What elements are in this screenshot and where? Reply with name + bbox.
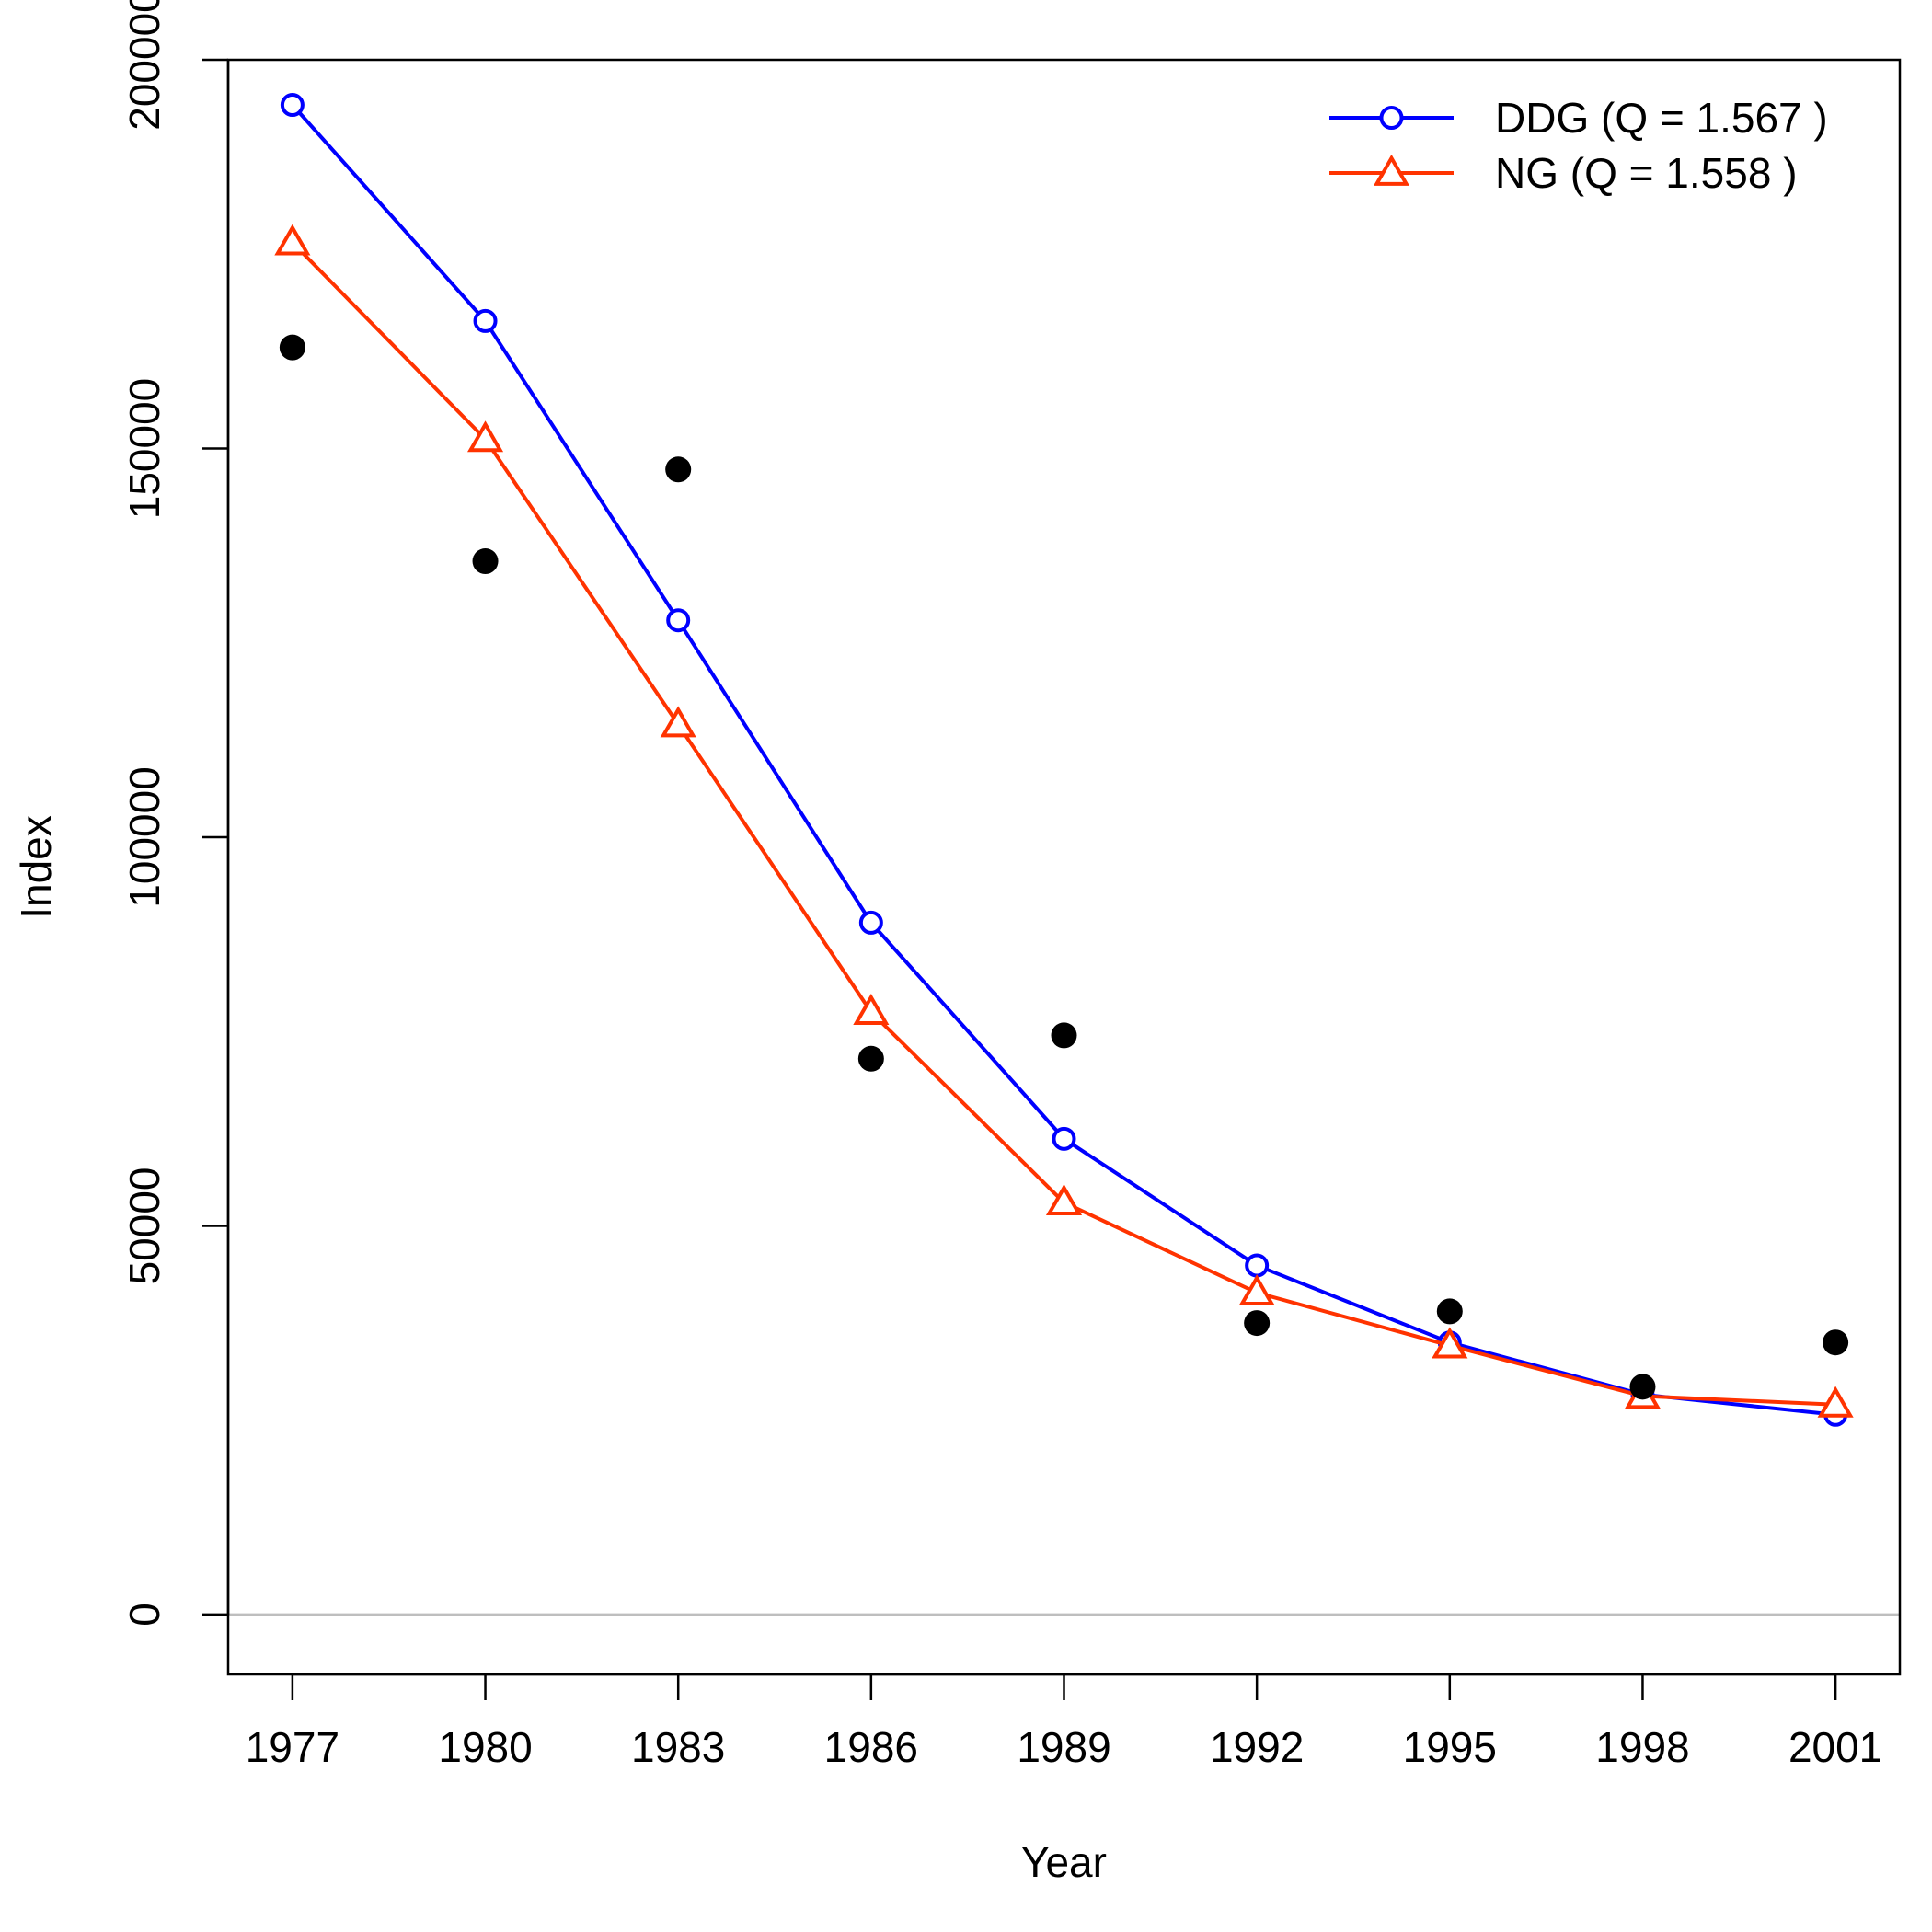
x-tick-label: 1992 xyxy=(1210,1723,1304,1771)
y-tick-label: 50000 xyxy=(121,1167,168,1284)
observed-point xyxy=(1823,1329,1849,1356)
series-ng-point xyxy=(1432,1327,1468,1359)
x-tick-label: 1995 xyxy=(1403,1723,1497,1771)
x-tick-label: 2001 xyxy=(1788,1723,1882,1771)
y-tick-label: 150000 xyxy=(121,378,168,520)
series-ng-point xyxy=(660,706,696,738)
plot-frame xyxy=(226,58,1902,1676)
observed-point xyxy=(279,334,305,361)
series-ddg-point xyxy=(858,910,883,935)
x-tick-label: 1980 xyxy=(438,1723,532,1771)
legend-marker xyxy=(1373,154,1410,186)
series-ddg-point xyxy=(473,308,498,333)
x-tick-label: 1983 xyxy=(631,1723,725,1771)
series-ng-point xyxy=(1045,1183,1083,1216)
legend-marker xyxy=(1379,106,1404,130)
x-axis-title: Year xyxy=(1021,1838,1107,1886)
legend-ddg-circle-icon xyxy=(1379,106,1404,130)
series-ng-point xyxy=(274,224,311,256)
legend: DDG (Q = 1.567 ) NG (Q = 1.558 ) xyxy=(1329,94,1828,197)
observed-point xyxy=(472,548,499,575)
x-tick-label: 1989 xyxy=(1017,1723,1110,1771)
observed-point xyxy=(665,456,692,483)
y-tick-label: 200000 xyxy=(121,0,168,131)
x-tick-label: 1977 xyxy=(246,1723,339,1771)
series-ddg-point xyxy=(280,93,305,118)
series-ng-point xyxy=(1238,1274,1275,1306)
legend-ng-label: NG (Q = 1.558 ) xyxy=(1495,149,1798,197)
observed-point xyxy=(1629,1374,1656,1400)
series-ddg-point xyxy=(1245,1253,1270,1278)
observed-point xyxy=(857,1045,884,1072)
series-ddg-point xyxy=(666,608,691,633)
series-ddg-point xyxy=(1052,1126,1076,1151)
y-tick-label: 0 xyxy=(121,1603,168,1627)
series-ng-point xyxy=(1817,1386,1854,1418)
y-axis-title: Index xyxy=(12,815,60,919)
series-ng-point xyxy=(466,420,504,453)
legend-ng-triangle-icon xyxy=(1373,154,1410,186)
y-tick-label: 100000 xyxy=(121,766,168,908)
observed-point xyxy=(1051,1022,1077,1049)
observed-points-layer xyxy=(279,334,1849,1400)
x-tick-label: 1986 xyxy=(824,1723,918,1771)
series-ng-point xyxy=(853,993,890,1025)
observed-point xyxy=(1436,1298,1463,1325)
observed-point xyxy=(1244,1310,1271,1337)
legend-ddg-label: DDG (Q = 1.567 ) xyxy=(1495,94,1828,142)
x-tick-label: 1998 xyxy=(1595,1723,1689,1771)
